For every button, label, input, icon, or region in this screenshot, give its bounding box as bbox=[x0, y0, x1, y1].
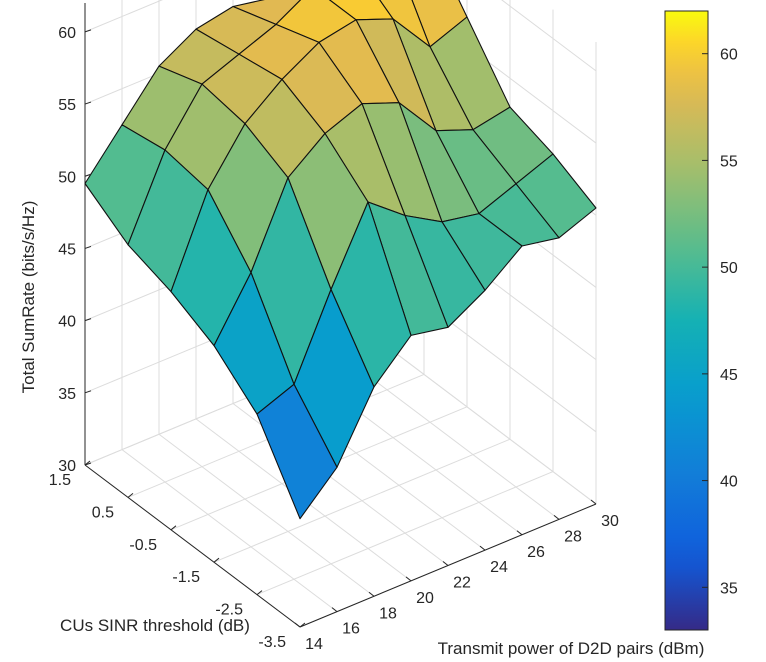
x-tick-label: 22 bbox=[453, 575, 471, 592]
colorbar-tick-label: 50 bbox=[720, 260, 738, 277]
y-axis-line bbox=[84, 464, 301, 628]
x-tick-label: 14 bbox=[305, 636, 323, 653]
z-tick-mark bbox=[84, 318, 92, 322]
grid-line bbox=[121, 449, 338, 613]
x-tick-mark bbox=[553, 514, 560, 520]
y-tick-label: -2.5 bbox=[215, 602, 243, 619]
x-tick-label: 18 bbox=[379, 605, 397, 622]
z-tick-mark bbox=[84, 390, 92, 394]
y-tick-mark bbox=[213, 557, 220, 563]
y-tick-label: 0.5 bbox=[92, 504, 114, 521]
z-tick-label: 35 bbox=[58, 386, 76, 403]
grid-line bbox=[158, 433, 375, 597]
y-tick-mark bbox=[256, 590, 263, 595]
grid-line bbox=[256, 471, 554, 596]
z-tick-label: 55 bbox=[58, 97, 76, 114]
x-tick-mark bbox=[405, 576, 412, 582]
y-axis-label: CUs SINR threshold (dB) bbox=[60, 616, 250, 635]
z-tick-mark bbox=[84, 245, 92, 249]
x-tick-mark bbox=[331, 607, 338, 613]
surface-patch bbox=[256, 383, 338, 520]
colorbar: 35 40 45 50 55 60 bbox=[664, 10, 738, 631]
z-tick-label: 30 bbox=[58, 458, 76, 475]
z-tick-mark bbox=[84, 173, 92, 177]
x-tick-mark bbox=[442, 561, 449, 566]
z-tick-label: 40 bbox=[58, 314, 76, 331]
x-tick-mark bbox=[294, 622, 301, 628]
grid-line bbox=[343, 356, 560, 520]
colorbar-tick-label: 60 bbox=[720, 47, 738, 64]
y-tick-label: -3.5 bbox=[258, 634, 286, 651]
x-tick-label: 28 bbox=[564, 528, 582, 545]
y-tick-mark bbox=[127, 493, 134, 498]
x-tick-mark bbox=[590, 499, 597, 505]
x-tick-mark bbox=[368, 591, 375, 597]
colorbar-tick-label: 55 bbox=[720, 153, 738, 170]
tick-labels: 30 35 40 45 50 55 60 14 16 18 20 22 24 26 28 30 -3.5 -2.5… bbox=[49, 25, 619, 653]
x-tick-label: 24 bbox=[490, 559, 508, 576]
x-tick-label: 30 bbox=[601, 513, 619, 530]
x-tick-label: 16 bbox=[342, 621, 360, 638]
grid-line bbox=[84, 0, 164, 33]
colorbar-gradient bbox=[664, 10, 709, 631]
x-tick-label: 26 bbox=[527, 544, 545, 561]
colorbar-tick-label: 45 bbox=[720, 367, 738, 384]
z-tick-mark bbox=[84, 101, 92, 105]
surface-layer bbox=[84, 0, 597, 520]
y-tick-label: -1.5 bbox=[172, 569, 200, 586]
colorbar-tick-label: 35 bbox=[720, 580, 738, 597]
y-tick-label: -0.5 bbox=[129, 537, 157, 554]
z-tick-label: 45 bbox=[58, 241, 76, 258]
x-tick-label: 20 bbox=[416, 590, 434, 607]
z-tick-mark bbox=[84, 29, 92, 33]
y-tick-label: 1.5 bbox=[49, 472, 71, 489]
y-tick-mark bbox=[84, 460, 91, 466]
y-tick-mark bbox=[299, 622, 306, 628]
x-axis-label: Transmit power of D2D pairs (dBm) bbox=[438, 639, 705, 658]
grid-line bbox=[213, 438, 511, 563]
y-tick-mark bbox=[170, 525, 177, 531]
z-axis-label: Total SumRate (bits/s/Hz) bbox=[19, 201, 38, 394]
x-tick-mark bbox=[479, 545, 486, 551]
grid-line bbox=[380, 341, 597, 505]
grid-line bbox=[501, 0, 597, 72]
x-tick-mark bbox=[516, 530, 523, 536]
z-tick-label: 60 bbox=[58, 25, 76, 42]
z-tick-label: 50 bbox=[58, 169, 76, 186]
colorbar-tick-label: 40 bbox=[720, 474, 738, 491]
